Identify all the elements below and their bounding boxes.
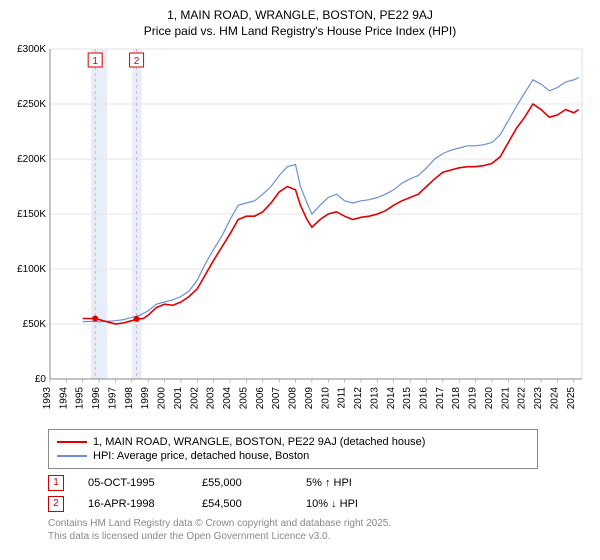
chart-svg: £0 £50K £100K £150K £200K £250K £300K 1993 1994 1… bbox=[8, 43, 588, 423]
svg-text:1997: 1997 bbox=[107, 387, 118, 410]
legend-label: 1, MAIN ROAD, WRANGLE, BOSTON, PE22 9AJ … bbox=[93, 436, 425, 448]
svg-text:1996: 1996 bbox=[91, 387, 102, 410]
svg-text:2010: 2010 bbox=[320, 387, 331, 410]
svg-text:2005: 2005 bbox=[238, 387, 249, 410]
svg-text:2021: 2021 bbox=[500, 387, 511, 410]
marker-badge: 2 bbox=[48, 496, 64, 512]
legend-row: HPI: Average price, detached house, Bost… bbox=[57, 450, 529, 462]
svg-text:2008: 2008 bbox=[288, 387, 299, 410]
marker-row: 1 05-OCT-1995 £55,000 5% ↑ HPI bbox=[48, 475, 592, 491]
svg-text:2011: 2011 bbox=[337, 387, 348, 409]
svg-text:1999: 1999 bbox=[140, 387, 151, 410]
legend-row: 1, MAIN ROAD, WRANGLE, BOSTON, PE22 9AJ … bbox=[57, 436, 529, 448]
svg-text:1995: 1995 bbox=[75, 387, 86, 410]
svg-text:2019: 2019 bbox=[468, 387, 479, 410]
legend-label: HPI: Average price, detached house, Bost… bbox=[93, 450, 309, 462]
svg-text:£200K: £200K bbox=[17, 154, 46, 165]
chart-title: 1, MAIN ROAD, WRANGLE, BOSTON, PE22 9AJ … bbox=[8, 8, 592, 39]
title-line2: Price paid vs. HM Land Registry's House … bbox=[8, 24, 592, 40]
title-line1: 1, MAIN ROAD, WRANGLE, BOSTON, PE22 9AJ bbox=[8, 8, 592, 24]
svg-text:£150K: £150K bbox=[17, 209, 46, 220]
svg-text:2000: 2000 bbox=[157, 387, 168, 410]
svg-text:2020: 2020 bbox=[484, 387, 495, 410]
footnote-line2: This data is licensed under the Open Gov… bbox=[48, 530, 592, 543]
svg-text:2012: 2012 bbox=[353, 387, 364, 410]
svg-text:2003: 2003 bbox=[206, 387, 217, 410]
svg-text:2002: 2002 bbox=[189, 387, 200, 410]
legend-swatch bbox=[57, 441, 87, 443]
marker-price: £55,000 bbox=[202, 477, 282, 489]
svg-text:2014: 2014 bbox=[386, 387, 397, 410]
svg-text:2023: 2023 bbox=[533, 387, 544, 410]
chart-container: 1, MAIN ROAD, WRANGLE, BOSTON, PE22 9AJ … bbox=[0, 0, 600, 560]
svg-text:2015: 2015 bbox=[402, 387, 413, 410]
footnote-line1: Contains HM Land Registry data © Crown c… bbox=[48, 517, 592, 530]
marker-date: 16-APR-1998 bbox=[88, 498, 178, 510]
svg-text:2025: 2025 bbox=[566, 387, 577, 410]
footnote: Contains HM Land Registry data © Crown c… bbox=[48, 517, 592, 543]
svg-text:2024: 2024 bbox=[549, 387, 560, 410]
svg-text:2001: 2001 bbox=[173, 387, 184, 410]
svg-text:1: 1 bbox=[92, 56, 98, 67]
svg-text:2004: 2004 bbox=[222, 387, 233, 410]
svg-text:2017: 2017 bbox=[435, 387, 446, 410]
svg-text:2006: 2006 bbox=[255, 387, 266, 410]
svg-text:2018: 2018 bbox=[451, 387, 462, 410]
svg-text:£100K: £100K bbox=[17, 264, 46, 275]
marker-rows: 1 05-OCT-1995 £55,000 5% ↑ HPI 2 16-APR-… bbox=[48, 475, 592, 512]
marker-delta: 5% ↑ HPI bbox=[306, 477, 352, 489]
marker-date: 05-OCT-1995 bbox=[88, 477, 178, 489]
svg-text:1994: 1994 bbox=[58, 387, 69, 410]
svg-text:£0: £0 bbox=[35, 374, 47, 385]
svg-text:2: 2 bbox=[134, 56, 140, 67]
legend-swatch bbox=[57, 455, 87, 457]
svg-text:2022: 2022 bbox=[517, 387, 528, 410]
svg-text:2009: 2009 bbox=[304, 387, 315, 410]
svg-text:2007: 2007 bbox=[271, 387, 282, 410]
marker-delta: 10% ↓ HPI bbox=[306, 498, 358, 510]
svg-text:£300K: £300K bbox=[17, 44, 46, 55]
svg-text:2013: 2013 bbox=[369, 387, 380, 410]
chart-area: £0 £50K £100K £150K £200K £250K £300K 1993 1994 1… bbox=[8, 43, 588, 423]
svg-text:1998: 1998 bbox=[124, 387, 135, 410]
svg-text:2016: 2016 bbox=[418, 387, 429, 410]
svg-text:£50K: £50K bbox=[23, 319, 47, 330]
svg-text:1993: 1993 bbox=[42, 387, 53, 410]
legend: 1, MAIN ROAD, WRANGLE, BOSTON, PE22 9AJ … bbox=[48, 429, 538, 469]
marker-badge: 1 bbox=[48, 475, 64, 491]
marker-price: £54,500 bbox=[202, 498, 282, 510]
svg-text:£250K: £250K bbox=[17, 99, 46, 110]
marker-row: 2 16-APR-1998 £54,500 10% ↓ HPI bbox=[48, 496, 592, 512]
